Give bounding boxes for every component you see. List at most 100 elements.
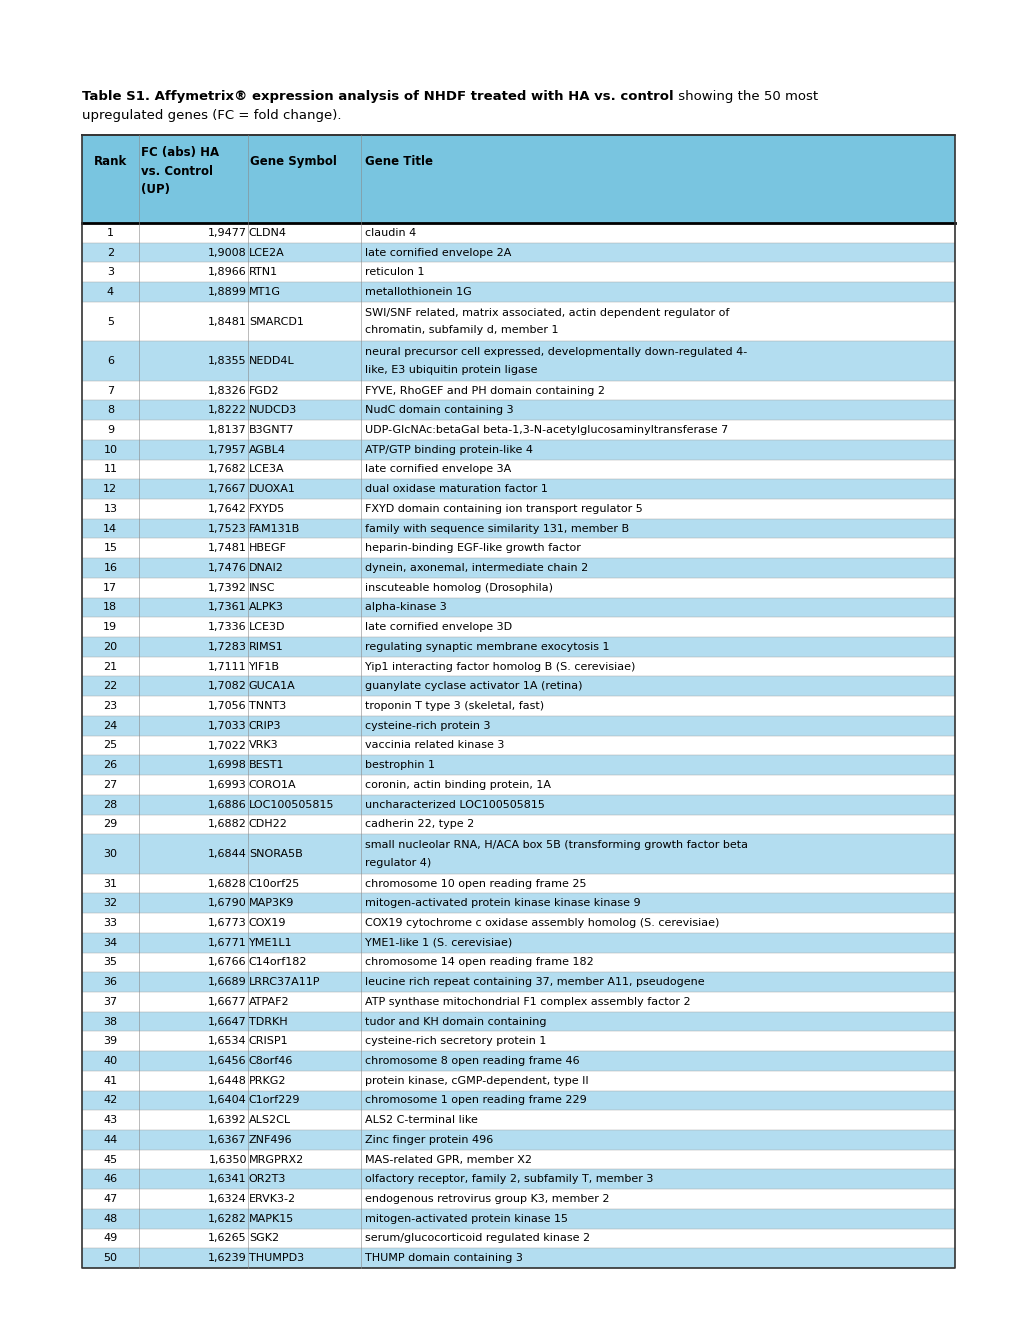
Text: late cornified envelope 2A: late cornified envelope 2A <box>365 248 512 257</box>
Text: 1,6392: 1,6392 <box>208 1115 247 1125</box>
Text: 6: 6 <box>107 356 114 366</box>
Text: alpha-kinase 3: alpha-kinase 3 <box>365 602 446 612</box>
Text: 1,6998: 1,6998 <box>208 760 247 770</box>
Bar <box>82 696 954 715</box>
Text: metallothionein 1G: metallothionein 1G <box>365 286 472 297</box>
Bar <box>82 913 954 933</box>
Bar <box>82 539 954 558</box>
Bar <box>82 1150 954 1170</box>
Text: 1,6771: 1,6771 <box>208 937 247 948</box>
Bar <box>82 618 954 638</box>
Text: 25: 25 <box>103 741 117 751</box>
Bar <box>82 440 954 459</box>
Text: 34: 34 <box>103 937 117 948</box>
Text: C1orf229: C1orf229 <box>249 1096 300 1105</box>
Bar <box>82 1130 954 1150</box>
Text: 1,6647: 1,6647 <box>208 1016 247 1027</box>
Text: ZNF496: ZNF496 <box>249 1135 292 1144</box>
Text: CRIP3: CRIP3 <box>249 721 281 731</box>
Text: 38: 38 <box>103 1016 117 1027</box>
Text: leucine rich repeat containing 37, member A11, pseudogene: leucine rich repeat containing 37, membe… <box>365 977 704 987</box>
Text: vaccinia related kinase 3: vaccinia related kinase 3 <box>365 741 504 751</box>
Text: DUOXA1: DUOXA1 <box>249 484 296 494</box>
Bar <box>82 223 954 243</box>
Text: 1: 1 <box>107 228 114 238</box>
Text: 1,8355: 1,8355 <box>208 356 247 366</box>
Text: 27: 27 <box>103 780 117 789</box>
Bar <box>82 558 954 578</box>
Text: 1,6534: 1,6534 <box>208 1036 247 1047</box>
Text: FAM131B: FAM131B <box>249 524 300 533</box>
Bar <box>82 1011 954 1031</box>
Text: 1,6773: 1,6773 <box>208 917 247 928</box>
Text: serum/glucocorticoid regulated kinase 2: serum/glucocorticoid regulated kinase 2 <box>365 1233 590 1243</box>
Text: 1,7667: 1,7667 <box>208 484 247 494</box>
Text: 1,9477: 1,9477 <box>208 228 247 238</box>
Bar <box>82 1229 954 1249</box>
Text: small nucleolar RNA, H/ACA box 5B (transforming growth factor beta: small nucleolar RNA, H/ACA box 5B (trans… <box>365 841 748 850</box>
Bar <box>82 1071 954 1090</box>
Text: INSC: INSC <box>249 582 275 593</box>
Bar <box>82 715 954 735</box>
Bar <box>82 1189 954 1209</box>
Text: endogenous retrovirus group K3, member 2: endogenous retrovirus group K3, member 2 <box>365 1195 609 1204</box>
Text: 31: 31 <box>103 879 117 888</box>
Text: SGK2: SGK2 <box>249 1233 279 1243</box>
Text: MT1G: MT1G <box>249 286 280 297</box>
Bar <box>82 755 954 775</box>
Text: HBEGF: HBEGF <box>249 544 286 553</box>
Text: 1,7682: 1,7682 <box>208 465 247 474</box>
Text: chromosome 1 open reading frame 229: chromosome 1 open reading frame 229 <box>365 1096 587 1105</box>
Text: 1,7033: 1,7033 <box>208 721 247 731</box>
Text: 1,6456: 1,6456 <box>208 1056 247 1067</box>
Text: 1,7523: 1,7523 <box>208 524 247 533</box>
Text: 5: 5 <box>107 317 114 326</box>
Text: ALS2 C-terminal like: ALS2 C-terminal like <box>365 1115 478 1125</box>
Text: 12: 12 <box>103 484 117 494</box>
Text: 1,7642: 1,7642 <box>208 504 247 513</box>
Text: C10orf25: C10orf25 <box>249 879 300 888</box>
Text: 16: 16 <box>103 564 117 573</box>
Text: FXYD5: FXYD5 <box>249 504 285 513</box>
Text: FYVE, RhoGEF and PH domain containing 2: FYVE, RhoGEF and PH domain containing 2 <box>365 385 604 396</box>
Text: 26: 26 <box>103 760 117 770</box>
Text: YIF1B: YIF1B <box>249 661 279 672</box>
Text: C8orf46: C8orf46 <box>249 1056 292 1067</box>
Text: THUMPD3: THUMPD3 <box>249 1253 304 1263</box>
Text: Rank: Rank <box>94 154 127 168</box>
Text: NEDD4L: NEDD4L <box>249 356 294 366</box>
Text: 44: 44 <box>103 1135 117 1144</box>
Text: 1,6265: 1,6265 <box>208 1233 247 1243</box>
Text: OR2T3: OR2T3 <box>249 1175 286 1184</box>
Bar <box>82 519 954 539</box>
Text: B3GNT7: B3GNT7 <box>249 425 294 436</box>
Text: 1,8137: 1,8137 <box>208 425 247 436</box>
Text: CRISP1: CRISP1 <box>249 1036 288 1047</box>
Text: upregulated genes (FC = fold change).: upregulated genes (FC = fold change). <box>82 110 341 123</box>
Text: RIMS1: RIMS1 <box>249 642 283 652</box>
Text: TDRKH: TDRKH <box>249 1016 287 1027</box>
Bar <box>82 834 954 874</box>
Text: mitogen-activated protein kinase kinase kinase 9: mitogen-activated protein kinase kinase … <box>365 898 640 908</box>
Text: 29: 29 <box>103 820 117 829</box>
Text: 1,7022: 1,7022 <box>208 741 247 751</box>
Text: vs. Control: vs. Control <box>141 165 213 178</box>
Text: late cornified envelope 3D: late cornified envelope 3D <box>365 622 512 632</box>
Text: MAPK15: MAPK15 <box>249 1213 293 1224</box>
Text: cysteine-rich secretory protein 1: cysteine-rich secretory protein 1 <box>365 1036 546 1047</box>
Text: 1,6766: 1,6766 <box>208 957 247 968</box>
Text: 45: 45 <box>103 1155 117 1164</box>
Text: Yip1 interacting factor homolog B (S. cerevisiae): Yip1 interacting factor homolog B (S. ce… <box>365 661 635 672</box>
Text: 7: 7 <box>107 385 114 396</box>
Text: ATPAF2: ATPAF2 <box>249 997 289 1007</box>
Text: 1,7476: 1,7476 <box>208 564 247 573</box>
Text: YME1-like 1 (S. cerevisiae): YME1-like 1 (S. cerevisiae) <box>365 937 513 948</box>
Bar <box>82 991 954 1011</box>
Text: ATP synthase mitochondrial F1 complex assembly factor 2: ATP synthase mitochondrial F1 complex as… <box>365 997 690 1007</box>
Text: 1,8966: 1,8966 <box>208 267 247 277</box>
Bar <box>82 973 954 991</box>
Text: dual oxidase maturation factor 1: dual oxidase maturation factor 1 <box>365 484 547 494</box>
Text: AGBL4: AGBL4 <box>249 445 285 455</box>
Text: (UP): (UP) <box>141 183 169 197</box>
Text: MAS-related GPR, member X2: MAS-related GPR, member X2 <box>365 1155 532 1164</box>
